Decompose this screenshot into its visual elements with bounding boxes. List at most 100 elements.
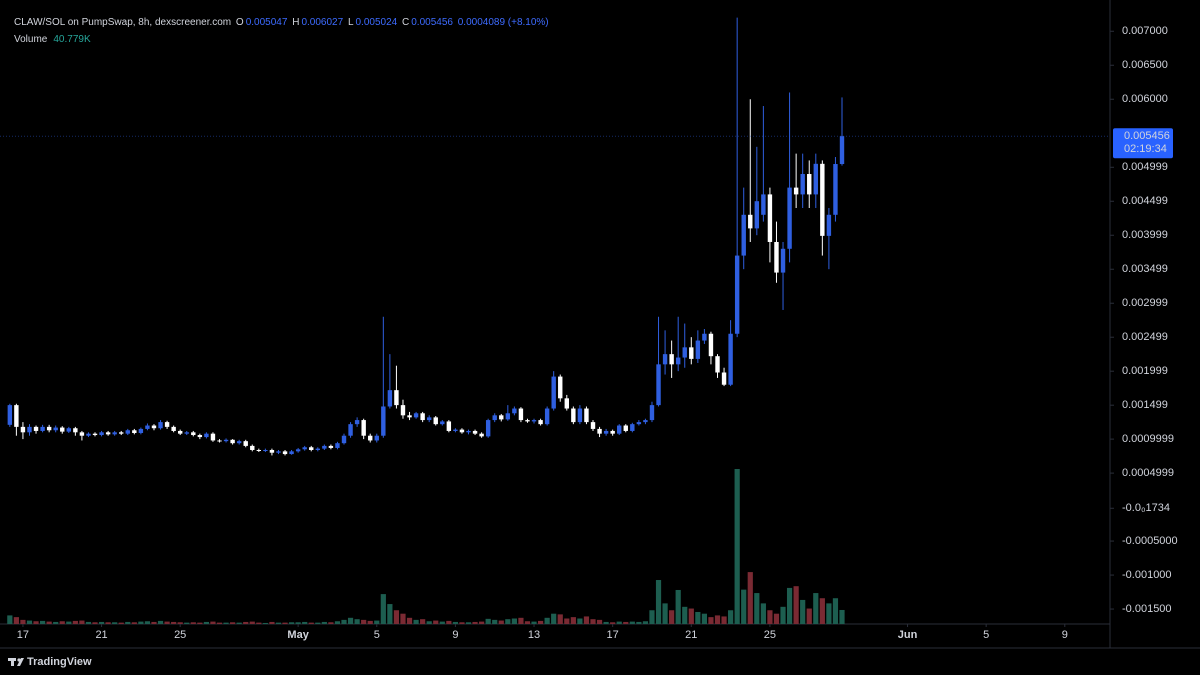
volume-bar xyxy=(688,608,694,624)
candle-body xyxy=(833,164,838,215)
volume-bar xyxy=(826,603,832,624)
candle-body xyxy=(826,214,832,236)
volume-bar xyxy=(603,621,609,624)
volume-bar xyxy=(537,620,544,624)
logo-part xyxy=(17,658,24,666)
candle-body xyxy=(603,430,609,434)
volume-bar xyxy=(157,620,164,624)
candle-body xyxy=(269,449,275,453)
volume-bar xyxy=(806,608,812,624)
volume-bar xyxy=(492,619,498,624)
candle-body xyxy=(250,445,255,450)
candle-body xyxy=(440,421,445,425)
volume-bar xyxy=(105,622,111,624)
volume-bar xyxy=(190,622,196,624)
candle-body xyxy=(66,428,72,432)
volume-bar xyxy=(754,593,760,624)
candle-body xyxy=(53,427,58,431)
candle-body xyxy=(132,430,137,433)
candle-body xyxy=(361,420,366,436)
y-tick-label: 0.001499 xyxy=(1122,399,1168,411)
candle-body xyxy=(40,426,45,431)
candle-body xyxy=(282,451,288,455)
y-tick-label: 0.003499 xyxy=(1122,263,1168,275)
candle-body xyxy=(426,417,432,421)
candle-body xyxy=(217,440,222,442)
volume-bar xyxy=(374,620,380,624)
volume-bar xyxy=(223,622,229,624)
candle-body xyxy=(689,347,694,359)
candle-body xyxy=(577,408,583,423)
candle-body xyxy=(544,408,550,425)
volume-bar xyxy=(295,622,301,624)
x-tick-label: 13 xyxy=(528,629,540,641)
y-tick-label: 0.0009999 xyxy=(1122,433,1174,445)
volume-bar xyxy=(118,622,124,624)
volume-bar xyxy=(465,622,472,624)
candle-body xyxy=(112,432,117,435)
candle-body xyxy=(236,441,242,444)
candle-body xyxy=(551,376,556,409)
candle-body xyxy=(374,435,379,441)
volume-bar xyxy=(59,621,65,624)
candle-body xyxy=(105,432,111,435)
candle-body xyxy=(125,430,130,434)
candle-body xyxy=(702,333,707,341)
candle-body xyxy=(400,405,406,416)
candle-body xyxy=(387,390,393,407)
candle-body xyxy=(728,333,733,385)
candle-body xyxy=(119,432,124,434)
candle-body xyxy=(564,398,569,409)
volume-bar xyxy=(256,622,262,624)
x-tick-label: 17 xyxy=(17,629,29,641)
volume-bar xyxy=(649,610,655,624)
volume-bar xyxy=(426,621,432,624)
candle-body xyxy=(492,415,497,421)
y-tick-label: -0.001000 xyxy=(1122,569,1172,581)
candle-body xyxy=(518,408,524,421)
volume-bar xyxy=(406,617,413,624)
volume-bar xyxy=(112,622,118,624)
volume-bar xyxy=(321,621,327,624)
candle-body xyxy=(138,428,144,433)
tv-logo xyxy=(8,658,24,666)
candle-body xyxy=(597,428,602,434)
volume-bar xyxy=(243,621,249,624)
volume-bar xyxy=(131,622,137,624)
price-tag-value: 0.005456 xyxy=(1124,130,1170,142)
volume-bar xyxy=(669,610,675,624)
volume-bar xyxy=(734,469,740,624)
candle-body xyxy=(322,445,327,449)
candle-body xyxy=(46,426,52,431)
volume-bar xyxy=(551,613,557,624)
candle-body xyxy=(164,422,170,427)
y-tick-label: -0.001500 xyxy=(1122,603,1172,615)
candle-body xyxy=(459,429,465,433)
y-tick-label: 0.004999 xyxy=(1122,161,1168,173)
brand: TradingView xyxy=(27,656,92,668)
price-tag xyxy=(1113,128,1173,159)
y-tick-label: -0.0005000 xyxy=(1122,535,1178,547)
volume-bar xyxy=(642,621,649,624)
volume-bar xyxy=(413,619,419,624)
candle-body xyxy=(472,430,478,434)
volume-bar xyxy=(85,621,92,624)
candle-body xyxy=(328,445,334,448)
volume-bar xyxy=(714,615,721,624)
candle-body xyxy=(335,443,340,448)
close-value: 0.005456 xyxy=(411,17,453,28)
x-tick-label: 17 xyxy=(607,629,619,641)
volume-bar xyxy=(610,622,616,624)
candle-body xyxy=(715,356,720,373)
volume-title: Volume xyxy=(14,34,48,45)
low-value: 0.005024 xyxy=(355,17,398,28)
y-tick-label: 0.003999 xyxy=(1122,229,1168,241)
candle-body xyxy=(243,441,248,446)
candle-body xyxy=(813,163,818,195)
volume-bar xyxy=(459,622,465,624)
volume-bar xyxy=(282,622,288,624)
candle-body xyxy=(413,413,419,418)
candle-body xyxy=(407,415,412,418)
candle-body xyxy=(748,214,753,229)
candle-body xyxy=(197,435,203,438)
